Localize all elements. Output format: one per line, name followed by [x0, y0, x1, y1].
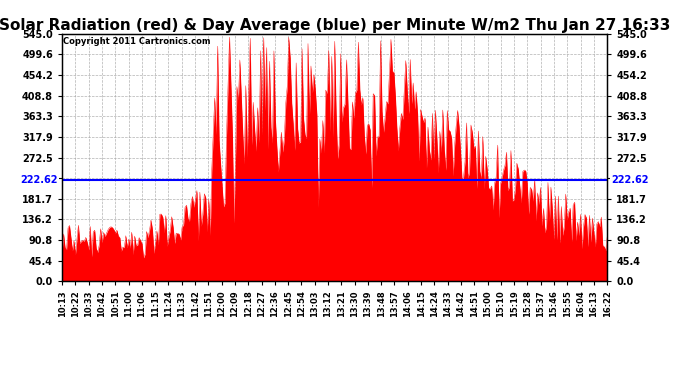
Title: Solar Radiation (red) & Day Average (blue) per Minute W/m2 Thu Jan 27 16:33: Solar Radiation (red) & Day Average (blu…	[0, 18, 671, 33]
Text: 222.62: 222.62	[21, 175, 58, 185]
Text: 222.62: 222.62	[611, 175, 649, 185]
Text: Copyright 2011 Cartronics.com: Copyright 2011 Cartronics.com	[63, 38, 210, 46]
